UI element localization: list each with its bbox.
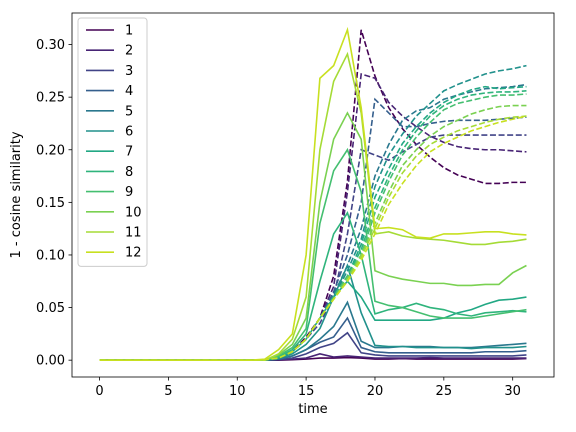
legend-label-4: 4 xyxy=(125,84,133,99)
x-tick-label: 10 xyxy=(229,384,246,399)
x-tick-label: 30 xyxy=(504,384,521,399)
legend-label-3: 3 xyxy=(125,64,133,79)
legend-label-5: 5 xyxy=(125,104,133,119)
x-tick-label: 15 xyxy=(298,384,315,399)
legend-box xyxy=(77,17,148,267)
y-tick-label: 0.05 xyxy=(36,301,65,316)
axes: 0 5 10 15 20 25 300.000.050.100.150.200.250.30 xyxy=(36,12,555,399)
legend-label-10: 10 xyxy=(125,205,142,220)
legend-label-11: 11 xyxy=(125,226,142,241)
legend-label-1: 1 xyxy=(125,24,133,39)
x-tick-label: 25 xyxy=(436,384,453,399)
x-tick-label: 0 xyxy=(95,384,103,399)
y-tick-label: 0.15 xyxy=(36,196,65,211)
y-tick-label: 0.00 xyxy=(36,354,65,369)
legend-label-8: 8 xyxy=(125,165,133,180)
x-tick-label: 5 xyxy=(164,384,172,399)
series-12-line xyxy=(99,26,527,361)
x-axis-label: time xyxy=(298,402,327,417)
legend-label-12: 12 xyxy=(125,246,142,261)
legend-label-2: 2 xyxy=(125,44,133,59)
legend-label-9: 9 xyxy=(125,185,133,200)
x-tick-label: 20 xyxy=(367,384,384,399)
series-lines xyxy=(99,26,527,361)
plot-area xyxy=(99,26,527,361)
y-axis-label: 1 - cosine similarity xyxy=(9,131,24,258)
y-tick-label: 0.25 xyxy=(36,91,65,106)
y-tick-label: 0.30 xyxy=(36,38,65,53)
y-tick-label: 0.10 xyxy=(36,248,65,263)
legend-label-7: 7 xyxy=(125,145,133,160)
legend-label-6: 6 xyxy=(125,125,133,140)
y-tick-label: 0.20 xyxy=(36,143,65,158)
axes-frame xyxy=(71,12,555,378)
